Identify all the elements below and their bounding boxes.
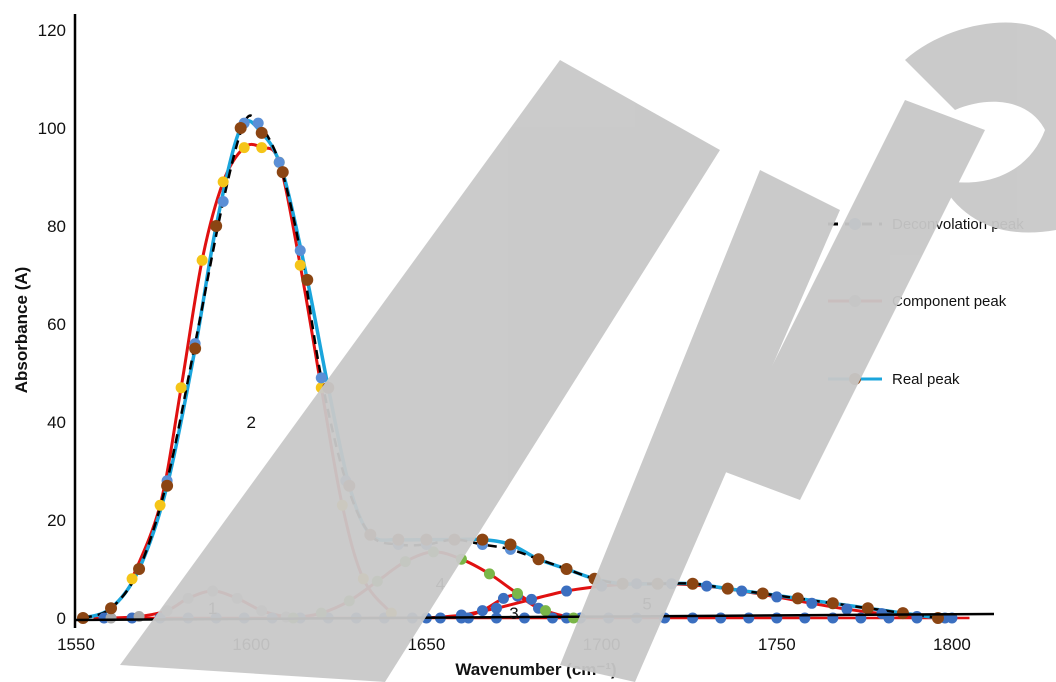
real-peak-marker	[861, 602, 874, 615]
y-tick-label: 80	[47, 217, 66, 236]
y-tick-label: 20	[47, 511, 66, 530]
watermark-stroke-1	[120, 60, 720, 682]
real-peak-marker	[791, 592, 804, 605]
real-peak-marker	[77, 612, 90, 624]
baseline-marker	[715, 612, 727, 624]
component-peak-5-marker	[841, 603, 853, 615]
legend-label-3: Real peak	[892, 371, 960, 388]
y-tick-label: 120	[38, 21, 66, 40]
component-peak-5-marker	[490, 602, 502, 614]
real-peak-marker	[476, 533, 489, 546]
component-peak-4-marker	[540, 605, 552, 617]
deconvolation-peak-marker	[315, 372, 327, 384]
component-peak-3-marker	[476, 605, 488, 617]
real-peak-marker	[721, 582, 734, 595]
component-peak-2-marker	[154, 499, 166, 511]
component-peak-2-marker	[256, 142, 268, 154]
peak-label-3: 3	[509, 604, 518, 623]
deconvolation-peak-marker	[217, 196, 229, 207]
peak-label-2: 2	[246, 413, 255, 432]
y-tick-label: 60	[47, 315, 66, 334]
component-peak-4-marker	[568, 612, 580, 624]
baseline-marker	[687, 612, 699, 624]
component-peak-4-marker	[483, 568, 495, 580]
component-peak-4-marker	[511, 588, 523, 599]
deconvolation-peak-marker	[273, 156, 285, 168]
x-tick-label: 1750	[758, 635, 796, 654]
watermark-stroke-2	[560, 170, 840, 682]
component-peak-2-marker	[217, 176, 229, 188]
real-peak-marker	[301, 273, 314, 286]
real-peak-marker	[133, 563, 146, 575]
watermark-stroke-4	[905, 22, 1056, 233]
component-peak-2-marker	[175, 382, 187, 394]
x-tick-label: 1550	[57, 635, 95, 654]
baseline-marker	[743, 612, 755, 624]
component-peak-5-marker	[526, 593, 538, 605]
y-axis-title: Absorbance (A)	[12, 267, 31, 394]
real-peak-marker	[560, 563, 573, 575]
component-peak-2-marker	[238, 142, 250, 154]
real-peak-marker	[255, 126, 268, 139]
real-peak-marker	[686, 577, 699, 590]
deconvolation-peak-marker	[252, 117, 264, 129]
component-peak-2-marker	[126, 573, 138, 585]
real-peak-marker	[234, 122, 247, 134]
component-peak-3-marker	[497, 592, 509, 604]
component-peak-5-marker	[911, 611, 923, 623]
component-peak-5-marker	[806, 597, 818, 609]
component-peak-2-marker	[196, 254, 208, 266]
y-tick-label: 100	[38, 119, 66, 138]
x-tick-label: 1650	[407, 635, 445, 654]
deconvolation-peak-marker	[294, 245, 306, 256]
y-tick-label: 0	[57, 609, 66, 628]
component-peak-5-marker	[561, 585, 573, 597]
y-tick-label: 40	[47, 413, 66, 432]
real-peak-marker	[161, 479, 174, 492]
real-peak-marker	[276, 166, 289, 179]
watermark	[120, 22, 1056, 682]
real-peak-marker	[504, 538, 517, 551]
real-peak-marker	[756, 587, 769, 600]
real-peak-marker	[105, 602, 118, 615]
component-peak-2-marker	[294, 259, 306, 271]
x-tick-label: 1800	[933, 635, 971, 654]
component-peak-5-marker	[736, 585, 748, 597]
real-peak-marker	[896, 607, 909, 620]
component-peak-5-marker	[701, 580, 713, 592]
real-peak-marker	[532, 553, 545, 566]
watermark-stroke-3	[720, 100, 985, 500]
legend-label-2: Component peak	[892, 293, 1007, 310]
real-peak-marker	[210, 220, 223, 232]
real-peak-marker	[189, 342, 202, 355]
component-peak-5-marker	[455, 609, 467, 621]
real-peak-marker	[826, 597, 839, 610]
component-peak-5-marker	[771, 591, 783, 603]
